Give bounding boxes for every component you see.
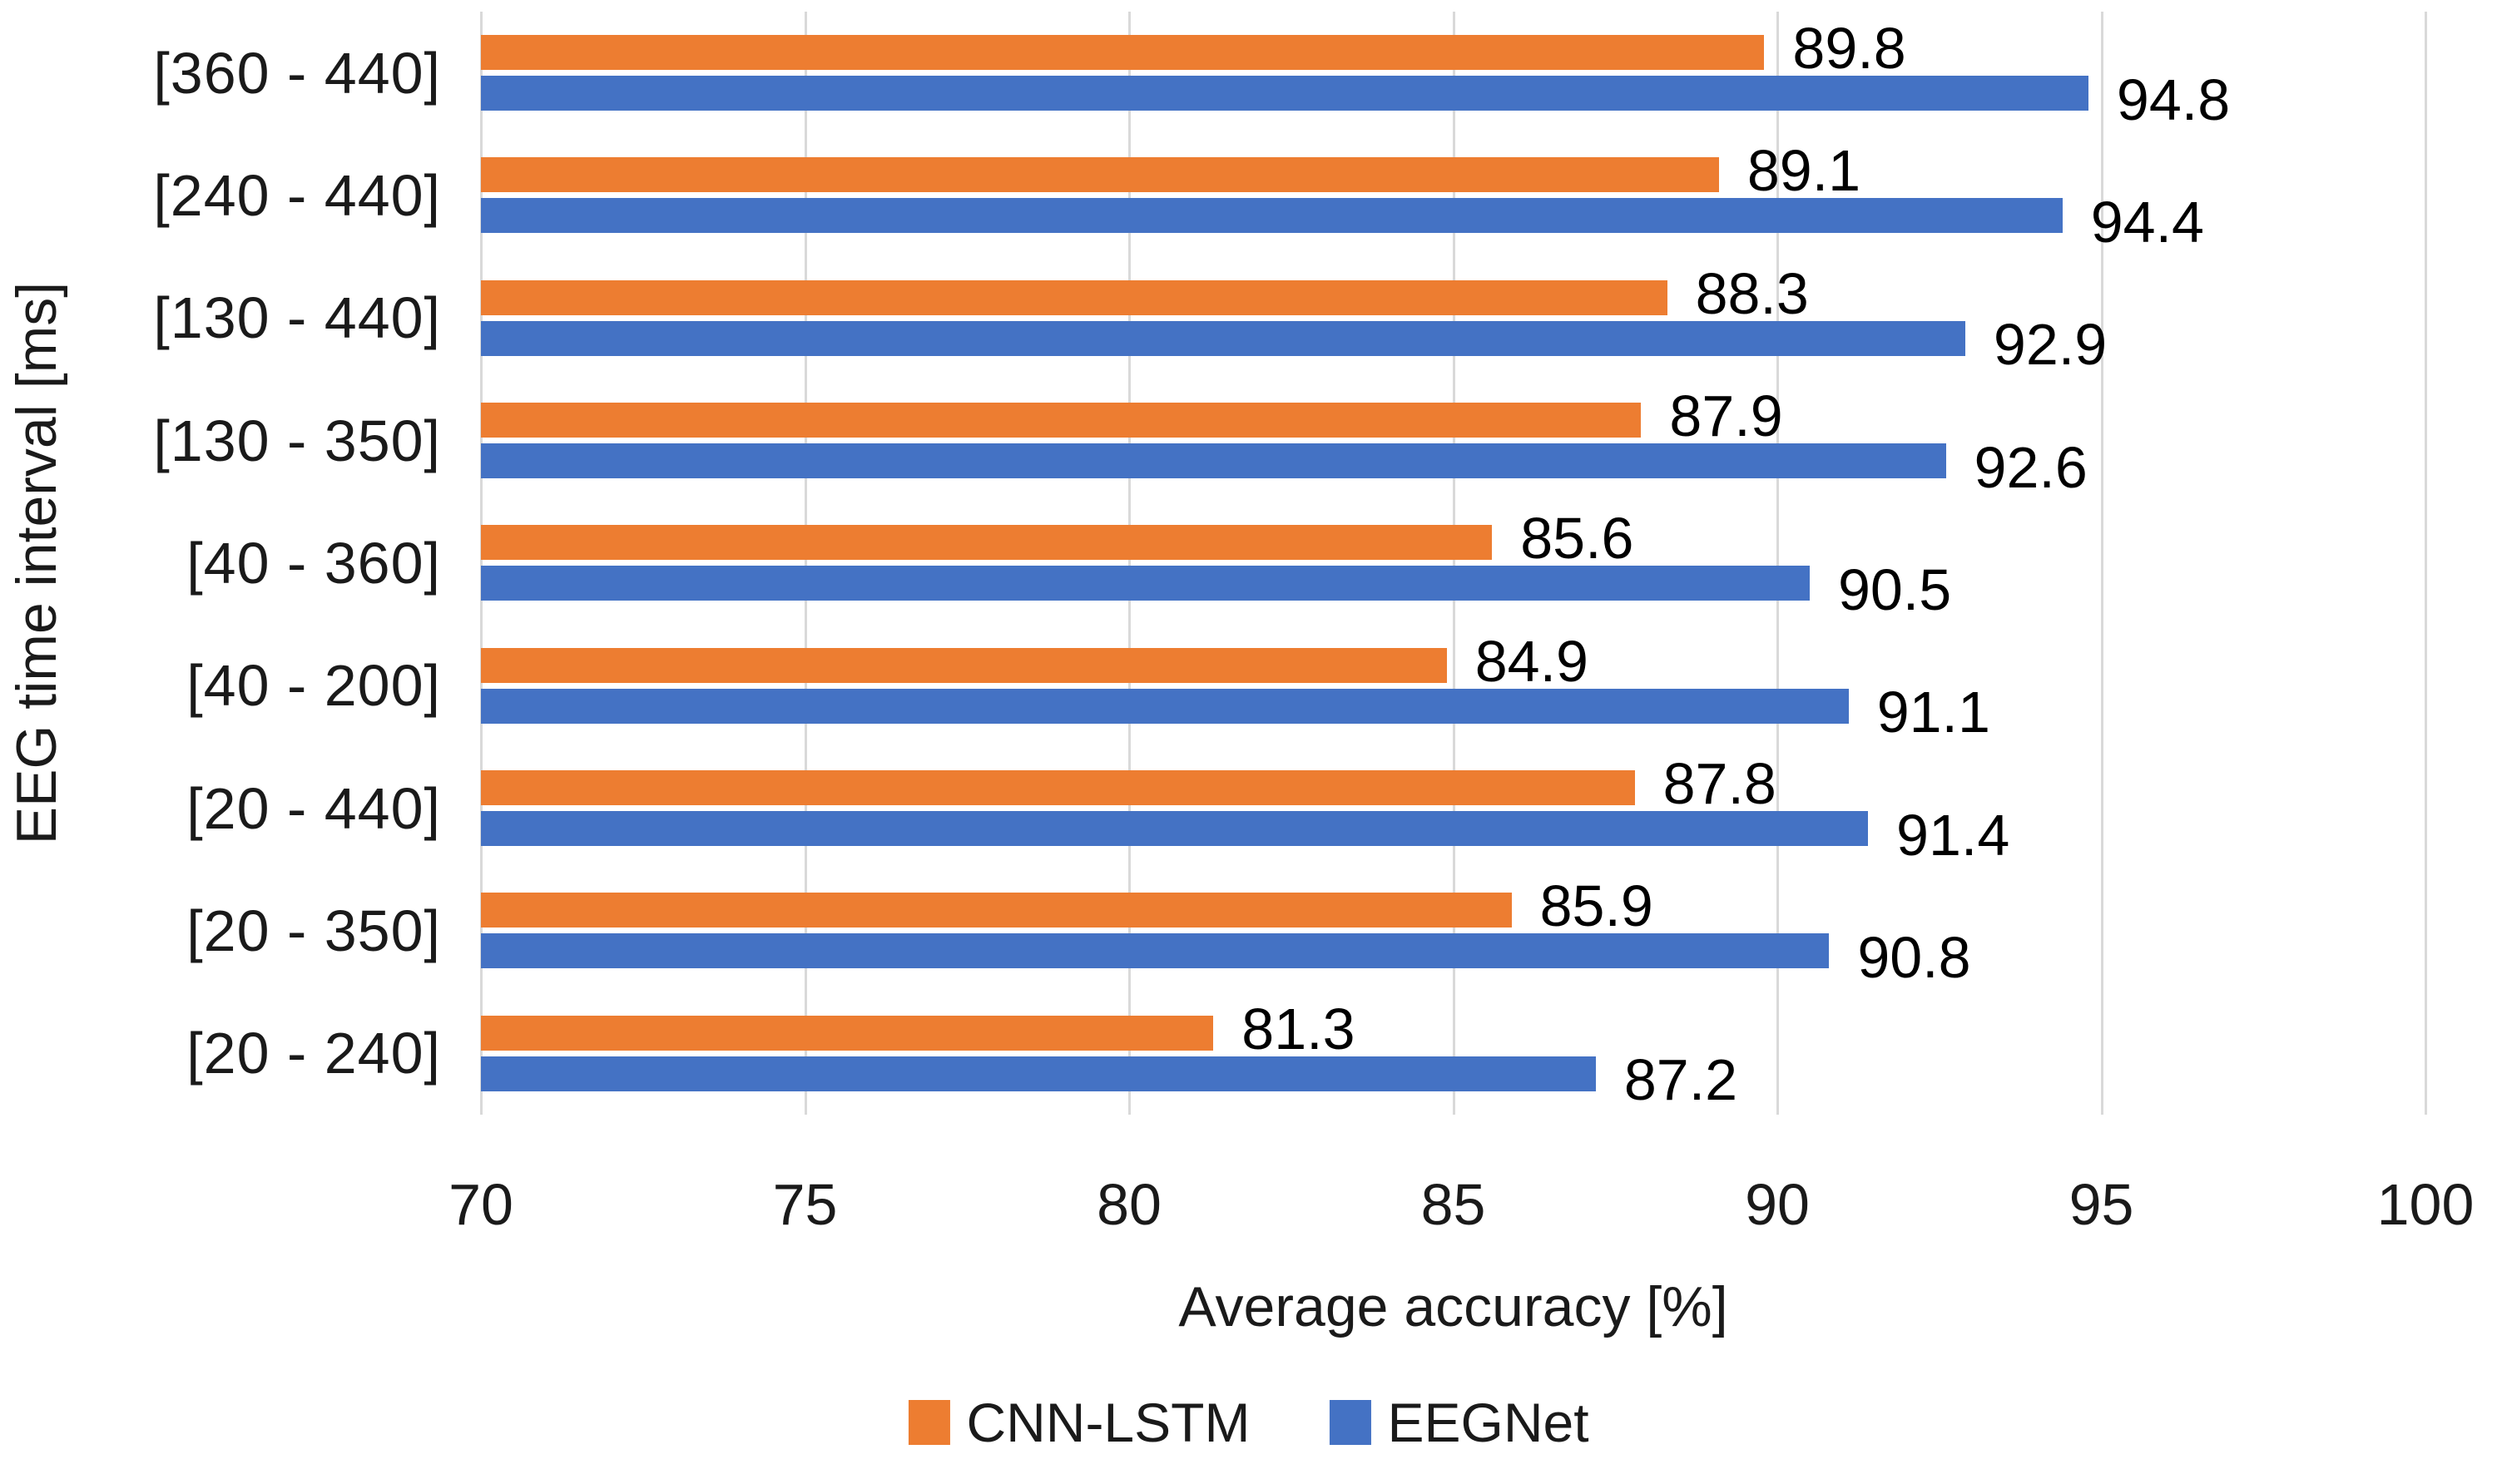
eegnet-value-label: 90.5 [1837,557,1952,623]
cnn-lstm-value-label: 85.9 [1539,873,1653,939]
gridline-85 [1452,12,1455,1115]
cnn-lstm-bar: 85.6 [481,506,1633,571]
category-row: [130 - 440] 88.3 92.9 [153,257,2425,379]
cnn-lstm-value-label: 89.8 [1792,16,1906,82]
eegnet-bar: 90.5 [481,557,1951,622]
cnn-lstm-bar: 89.1 [481,138,1860,203]
gridline-90 [1776,12,1779,1115]
eegnet-bar: 91.1 [481,680,1990,744]
x-axis-title: Average accuracy [%] [1178,1275,1728,1338]
legend-item-eegnet: EEGNet [1329,1391,1589,1454]
category-row: [240 - 440] 89.1 94.4 [153,134,2425,256]
category-label: [130 - 440] [153,285,441,351]
gridline-100 [2425,12,2427,1115]
category-row: [360 - 440] 89.8 94.8 [153,12,2425,134]
eegnet-bar: 94.4 [481,190,2204,255]
legend-swatch-icon [908,1400,950,1445]
x-tick-label-95: 95 [2068,1172,2134,1237]
category-label: [20 - 440] [186,775,441,841]
eegnet-bar: 92.9 [481,312,2107,377]
legend-label: EEGNet [1387,1392,1589,1453]
x-axis-ticks: 70 75 80 85 90 95 100 [448,1171,2474,1238]
eegnet-bar: 92.6 [481,435,2088,500]
category-label: [360 - 440] [153,40,441,106]
cnn-lstm-bar: 89.8 [481,16,1906,81]
legend-item-cnn-lstm: CNN-LSTM [908,1391,1250,1454]
gridline-95 [2100,12,2103,1115]
gridline-70 [480,12,483,1115]
cnn-lstm-value-label: 87.9 [1669,383,1783,449]
legend-label: CNN-LSTM [966,1392,1251,1453]
gridline-75 [804,12,807,1115]
category-row: [20 - 440] 87.8 91.4 [186,747,2425,869]
legend: CNN-LSTM EEGNet [908,1391,1589,1454]
x-tick-label-70: 70 [448,1172,513,1237]
cnn-lstm-value-label: 85.6 [1520,506,1634,571]
eegnet-bar: 87.2 [481,1047,1737,1112]
category-row: [20 - 240] 81.3 87.2 [186,992,2425,1115]
eegnet-value-label: 90.8 [1857,925,1971,990]
x-tick-label-75: 75 [772,1172,838,1237]
category-label: [40 - 200] [186,653,441,719]
eegnet-bar: 91.4 [481,803,2009,868]
category-row: [20 - 350] 85.9 90.8 [186,869,2425,992]
eegnet-bar: 94.8 [481,67,2230,132]
category-row: [40 - 360] 85.6 90.5 [186,502,2425,624]
category-label: [240 - 440] [153,162,441,228]
eegnet-value-label: 91.1 [1876,680,1990,745]
cnn-lstm-bar: 87.9 [481,383,1783,448]
gridline-80 [1128,12,1131,1115]
x-tick-label-90: 90 [1745,1172,1810,1237]
bar-rows: [360 - 440] 89.8 94.8 [240 - 440] 89.1 94.4 [1… [153,12,2425,1115]
eegnet-value-label: 87.2 [1623,1047,1738,1113]
cnn-lstm-bar: 88.3 [481,261,1809,326]
category-label: [130 - 350] [153,408,441,473]
category-label: [40 - 360] [186,530,441,596]
x-tick-label-100: 100 [2376,1172,2475,1237]
y-axis-title: EEG time interval [ms] [5,281,68,845]
x-tick-label-80: 80 [1097,1172,1162,1237]
cnn-lstm-value-label: 88.3 [1695,260,1809,326]
x-tick-label-85: 85 [1420,1172,1486,1237]
plot-area: [360 - 440] 89.8 94.8 [240 - 440] 89.1 94.4 [1… [153,12,2427,1115]
eegnet-value-label: 94.4 [2090,190,2204,255]
eegnet-value-label: 92.6 [1974,434,2088,500]
cnn-lstm-value-label: 89.1 [1746,138,1861,204]
cnn-lstm-bar: 81.3 [481,997,1355,1061]
cnn-lstm-value-label: 87.8 [1662,751,1776,817]
eegnet-bar: 90.8 [481,925,1971,990]
cnn-lstm-value-label: 81.3 [1241,996,1355,1061]
eegnet-value-label: 91.4 [1896,802,2010,868]
cnn-lstm-bar: 85.9 [481,873,1653,938]
eegnet-value-label: 94.8 [2116,67,2231,132]
category-row: [130 - 350] 87.9 92.6 [153,379,2425,502]
category-row: [40 - 200] 84.9 91.1 [186,625,2425,747]
eegnet-value-label: 92.9 [1993,312,2108,378]
cnn-lstm-bar: 84.9 [481,629,1588,694]
legend-swatch-icon [1329,1400,1371,1445]
cnn-lstm-value-label: 84.9 [1474,628,1588,694]
category-label: [20 - 240] [186,1021,441,1086]
cnn-lstm-bar: 87.8 [481,751,1776,816]
category-label: [20 - 350] [186,898,441,963]
